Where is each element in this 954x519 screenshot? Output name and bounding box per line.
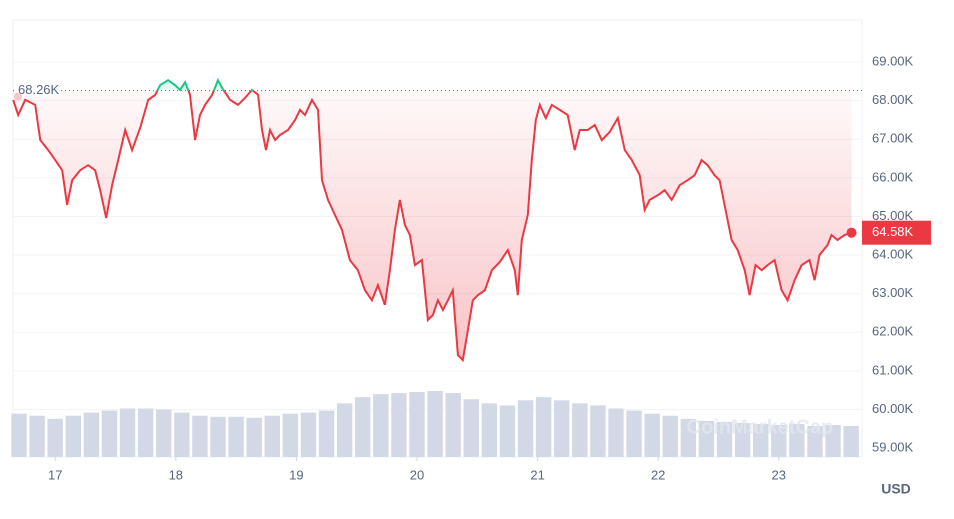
volume-bar xyxy=(210,416,226,457)
volume-bar xyxy=(336,403,353,457)
volume-bar xyxy=(771,425,787,457)
volume-bar xyxy=(481,403,498,457)
y-tick-label: 64.00K xyxy=(872,247,914,262)
volume-bar xyxy=(11,413,27,457)
volume-bar xyxy=(409,392,425,457)
volume-bar xyxy=(282,413,299,457)
currency-label: USD xyxy=(881,481,911,497)
volume-bar xyxy=(427,391,443,457)
volume-bar xyxy=(734,422,751,457)
x-tick-label: 21 xyxy=(530,467,544,482)
volume-bar xyxy=(137,408,154,457)
last-price-dot xyxy=(846,227,857,238)
volume-bar xyxy=(391,393,407,457)
y-tick-label: 68.00K xyxy=(872,92,914,107)
volume-bar xyxy=(572,403,588,457)
y-tick-label: 60.00K xyxy=(872,401,914,416)
volume-bar xyxy=(716,421,733,457)
y-tick-label: 59.00K xyxy=(872,440,914,455)
volume-bar xyxy=(843,426,859,457)
volume-bar xyxy=(300,412,317,457)
volume-bar xyxy=(554,400,570,457)
volume-bar xyxy=(517,400,534,457)
last-price-label: 64.58K xyxy=(872,224,914,239)
y-tick-label: 61.00K xyxy=(872,362,914,377)
volume-bar xyxy=(65,415,81,457)
volume-bar xyxy=(29,415,45,457)
volume-bar xyxy=(318,410,335,457)
y-tick-label: 62.00K xyxy=(872,324,914,339)
volume-bar xyxy=(101,410,118,457)
baseline-label: 68.26K xyxy=(18,82,60,97)
x-tick-label: 20 xyxy=(410,467,424,482)
volume-bar xyxy=(590,405,606,457)
x-tick-label: 23 xyxy=(772,467,786,482)
volume-bar xyxy=(228,416,244,457)
volume-bar xyxy=(789,424,805,457)
x-tick-label: 17 xyxy=(48,467,62,482)
volume-bar xyxy=(499,405,516,457)
price-area-below xyxy=(13,90,852,361)
volume-bar xyxy=(680,418,697,457)
volume-bar xyxy=(373,394,389,457)
volume-bar xyxy=(807,426,823,457)
volume-bar xyxy=(119,408,136,457)
y-tick-label: 66.00K xyxy=(872,169,914,184)
x-tick-label: 22 xyxy=(651,467,665,482)
volume-bar xyxy=(264,415,280,457)
volume-bar xyxy=(825,425,841,457)
volume-bar xyxy=(608,408,624,457)
y-tick-label: 67.00K xyxy=(872,131,914,146)
volume-bar xyxy=(662,415,678,457)
volume-bar xyxy=(535,397,552,457)
x-tick-label: 18 xyxy=(169,467,183,482)
volume-bar xyxy=(355,397,371,457)
volume-bar xyxy=(192,415,208,457)
x-tick-label: 19 xyxy=(289,467,303,482)
last-price-tag xyxy=(862,220,931,245)
volume-bar xyxy=(753,424,769,457)
volume-bar xyxy=(83,412,100,457)
price-line-above xyxy=(156,77,255,91)
y-tick-label: 69.00K xyxy=(872,54,914,69)
volume-bar xyxy=(445,393,461,457)
watermark: CoinMarketCap xyxy=(687,416,834,438)
y-tick-label: 63.00K xyxy=(872,285,914,300)
volume-bar xyxy=(626,410,642,457)
volume-bar xyxy=(698,420,715,457)
volume-bar xyxy=(463,399,479,457)
baseline-dot xyxy=(14,92,22,101)
y-tick-label: 65.00K xyxy=(872,208,914,223)
volume-bar xyxy=(174,412,190,457)
volume-bar xyxy=(47,418,63,457)
volume-bar xyxy=(246,417,262,457)
volume-bar xyxy=(156,409,172,457)
price-line-below xyxy=(12,90,852,363)
volume-bar xyxy=(644,413,660,457)
